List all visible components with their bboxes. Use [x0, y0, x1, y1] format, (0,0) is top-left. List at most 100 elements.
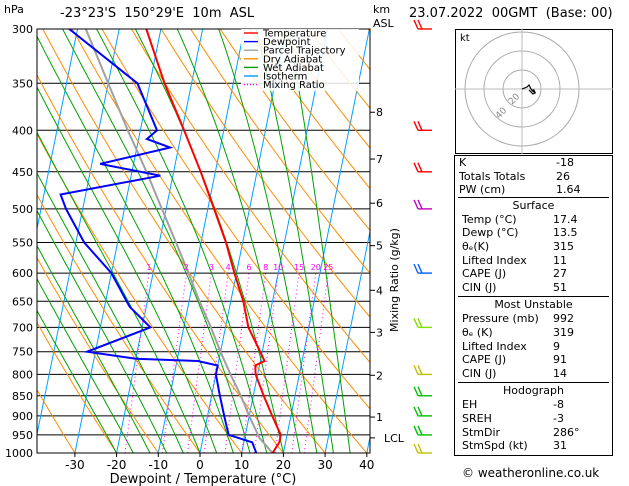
dry-adiabat: [131, 29, 370, 364]
wet-adiabat: [37, 172, 184, 453]
dry-adiabat: [249, 29, 370, 190]
legend-label: Isotherm: [263, 72, 307, 83]
pressure-tick-label: 800: [12, 368, 33, 381]
wind-barb-flag: [417, 162, 423, 173]
footer-credit[interactable]: © weatheronline.co.uk: [462, 466, 600, 480]
index-totals: Totals Totals 26: [459, 169, 570, 183]
dry-adiabat: [37, 388, 76, 453]
hodograph-trace: [521, 83, 537, 95]
wet-adiabat: [37, 244, 151, 453]
hodo-section: Hodograph EH -8 SREH -3 StmDir 286° StmSpd …: [458, 382, 609, 454]
wind-barb-flag: [417, 443, 423, 454]
hpa-label: hPa: [4, 3, 24, 16]
surface-thetae: θₑ(K) 315: [462, 239, 574, 253]
wind-barb-flag: [413, 365, 419, 375]
hodo-title: Hodograph: [503, 384, 564, 398]
index-pw: PW (cm) 1.64: [459, 183, 581, 197]
km-label: km: [373, 3, 391, 16]
mixing-ratio-axis-label: Mixing Ratio (g/kg): [388, 228, 401, 332]
isotherm: [241, 29, 329, 453]
isotherm: [157, 29, 245, 453]
x-tick-label: -20: [107, 458, 127, 472]
wind-barb-flag: [417, 318, 423, 328]
mixing-ratio-label: 4: [226, 263, 231, 272]
mixing-ratio-line: [253, 273, 279, 453]
pressure-tick-label: 650: [12, 295, 33, 308]
mu-pressure: Pressure (mb) 992: [462, 312, 574, 326]
mixing-ratio-label: 25: [323, 263, 333, 272]
wet-adiabat: [288, 29, 351, 453]
legend-label: Temperature: [262, 29, 326, 40]
lcl-label: LCL: [384, 432, 405, 445]
km-tick-label: 3: [376, 326, 383, 339]
mixing-ratio-label: 2: [184, 263, 189, 272]
wind-barb-flag: [413, 406, 419, 417]
pressure-tick-label: 300: [12, 23, 33, 36]
mixing-ratio-line: [303, 273, 329, 453]
km-tick-label: 7: [376, 153, 383, 166]
mu-thetae: θₑ (K) 319: [462, 325, 574, 339]
x-tick-label: 20: [276, 458, 291, 472]
wind-barb-flag: [417, 406, 423, 417]
surface-cape: CAPE (J) 27: [462, 267, 567, 281]
surface-dewp: Dewp (°C) 13.5: [462, 226, 578, 240]
wet-adiabat: [176, 29, 301, 453]
dry-adiabat: [101, 29, 370, 410]
mixing-ratio-line: [124, 273, 150, 453]
temperature-profile: [145, 29, 282, 453]
km-tick-label: 1: [376, 411, 383, 424]
datetime-title: 23.07.2022 00GMT (Base: 00): [409, 6, 613, 21]
pressure-tick-label: 450: [12, 166, 33, 179]
isotherm: [37, 29, 78, 232]
dry-adiabat: [37, 193, 201, 453]
dry-adiabat: [37, 74, 284, 453]
wet-adiabat: [218, 29, 318, 453]
parcel-profile: [84, 29, 274, 453]
dry-adiabat: [219, 29, 370, 232]
hodo-eh: EH -8: [462, 398, 564, 412]
km-tick-label: 6: [376, 197, 383, 210]
wind-barb-flag: [417, 425, 423, 436]
x-tick-label: 0: [196, 458, 204, 472]
surface-section: Surface Temp (°C) 17.4 Dewp (°C) 13.5 θₑ(K…: [458, 196, 609, 297]
index-k: K -18: [459, 156, 574, 169]
indices-table: K -18 Totals Totals 26 PW (cm) 1.64 Surface…: [454, 155, 613, 456]
pressure-tick-label: 400: [12, 124, 33, 137]
legend-label: Dry Adiabat: [263, 54, 322, 65]
isotherm: [324, 229, 370, 453]
pressure-tick-label: 1000: [5, 447, 33, 460]
wet-adiabat: [37, 209, 168, 453]
surface-cin: CIN (J) 51: [462, 280, 567, 294]
mu-li: Lifted Index 9: [462, 339, 560, 353]
wind-barb-flag: [417, 365, 423, 375]
x-tick-label: 30: [317, 458, 332, 472]
legend-label: Parcel Trajectory: [263, 46, 346, 57]
hodo-stmspd: StmSpd (kt) 31: [462, 439, 567, 453]
mixing-ratio-label: 6: [246, 263, 251, 272]
dry-adiabat: [37, 321, 118, 453]
isotherm: [199, 29, 287, 453]
dry-adiabat: [71, 29, 368, 453]
hodograph-unit: kt: [460, 33, 470, 44]
mu-cape: CAPE (J) 91: [462, 353, 567, 367]
km-tick-label: 4: [376, 284, 383, 297]
dry-adiabat: [190, 29, 370, 274]
wind-barb-flag: [417, 199, 423, 210]
wet-adiabat: [37, 277, 134, 453]
unstable-title: Most Unstable: [494, 298, 573, 312]
wet-adiabat: [96, 29, 268, 453]
mixing-ratio-line: [274, 273, 300, 453]
x-tick-label: 40: [359, 458, 374, 472]
mixing-ratio-label: 15: [294, 263, 304, 272]
isotherm: [37, 29, 120, 437]
pressure-tick-label: 500: [12, 203, 33, 216]
wind-barb-flag: [413, 121, 419, 131]
isotherm: [74, 29, 162, 453]
wind-barb-flag: [413, 162, 419, 173]
dry-adiabat: [42, 29, 326, 453]
legend-box: [241, 29, 359, 91]
mixing-ratio-label: 20: [311, 263, 321, 272]
pressure-tick-label: 750: [12, 346, 33, 359]
dewpoint-profile: [59, 29, 258, 453]
